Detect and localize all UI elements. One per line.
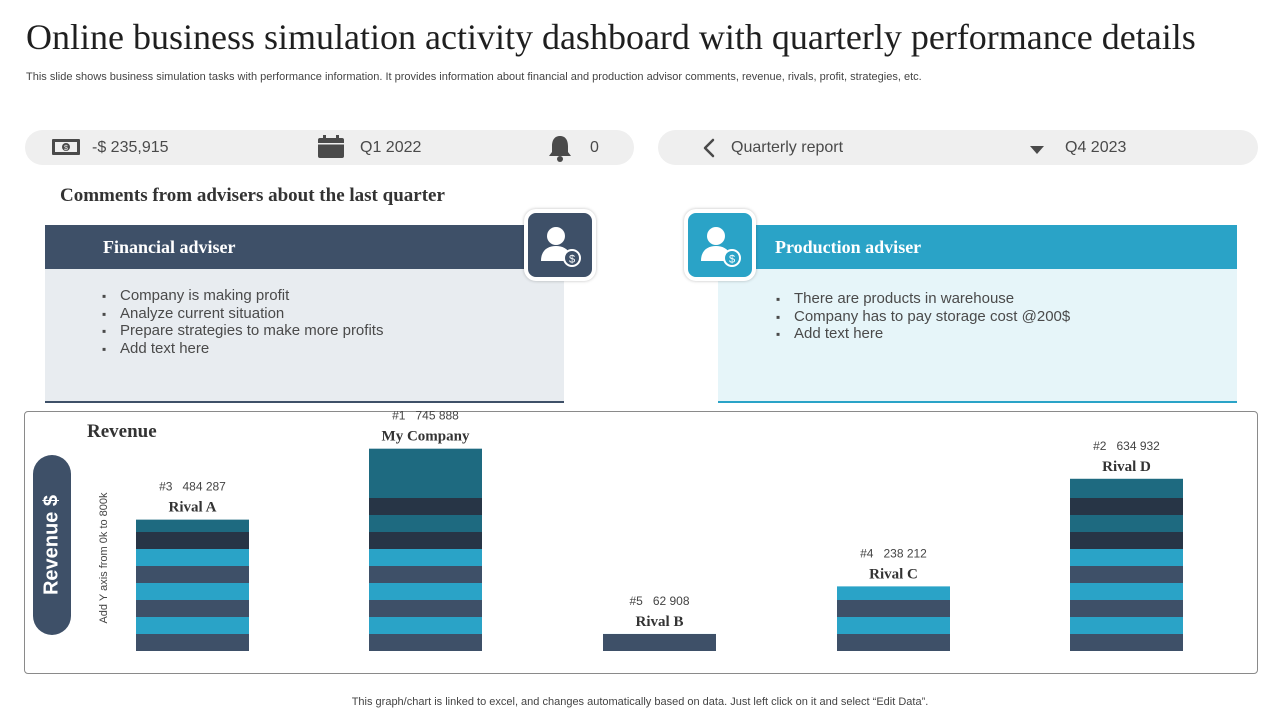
bar-segment — [369, 600, 482, 617]
list-item: Prepare strategies to make more profits — [102, 322, 383, 340]
data-label: #2 634 932 — [1093, 439, 1160, 453]
production-adviser-icon: $ — [684, 209, 756, 281]
category-label: Rival C — [869, 566, 918, 582]
calendar-icon — [317, 135, 345, 164]
financial-adviser-header: Financial adviser — [45, 225, 564, 269]
data-label: #4 238 212 — [860, 546, 927, 560]
bar-segment — [1070, 532, 1183, 549]
bar-segment — [369, 448, 482, 464]
bar-segment — [136, 583, 249, 600]
bar-segment — [369, 634, 482, 651]
bar-segment — [136, 617, 249, 634]
bar-segment — [369, 583, 482, 600]
bar-segment — [603, 634, 716, 651]
notification-count: 0 — [590, 139, 599, 156]
list-item: Add text here — [776, 325, 1070, 343]
bar-segment — [837, 586, 950, 600]
list-item: There are products in warehouse — [776, 290, 1070, 308]
list-item: Company has to pay storage cost @200$ — [776, 308, 1070, 326]
financial-adviser-title: Financial adviser — [103, 237, 236, 257]
production-adviser-header: Production adviser — [718, 225, 1237, 269]
page-title: Online business simulation activity dash… — [26, 17, 1196, 57]
bar-segment — [1070, 600, 1183, 617]
bar-segment — [1070, 617, 1183, 634]
bar-segment — [136, 532, 249, 549]
data-label: #1 745 888 — [392, 409, 459, 423]
page-subtitle: This slide shows business simulation tas… — [26, 71, 922, 83]
list-item: Analyze current situation — [102, 305, 383, 323]
bar-segment — [1070, 549, 1183, 566]
status-bar: $ -$ 235,915 Q1 2022 0 — [25, 130, 634, 165]
cash-icon: $ — [51, 138, 81, 161]
bar-segment — [1070, 481, 1183, 498]
caret-down-icon[interactable] — [1029, 142, 1045, 160]
report-label[interactable]: Quarterly report — [731, 139, 844, 156]
svg-text:$: $ — [569, 254, 575, 266]
bar-segment — [837, 634, 950, 651]
bar-segment — [369, 515, 482, 532]
bar-segment — [1070, 515, 1183, 532]
revenue-chart-frame — [24, 411, 1258, 674]
bar-segment — [136, 634, 249, 651]
production-adviser-title: Production adviser — [775, 237, 922, 257]
report-period[interactable]: Q4 2023 — [1065, 139, 1127, 156]
y-axis-label-pill — [33, 455, 71, 635]
bell-icon[interactable] — [547, 135, 573, 168]
svg-text:$: $ — [64, 145, 68, 152]
bar-segment — [369, 566, 482, 583]
list-item: Add text here — [102, 340, 383, 358]
data-label: #3 484 287 — [159, 480, 226, 494]
chevron-left-icon[interactable] — [702, 138, 716, 163]
category-label: Rival B — [636, 614, 684, 630]
bar-segment — [369, 617, 482, 634]
bar-rival-b[interactable] — [603, 633, 716, 651]
production-adviser-card: Production adviser There are products in… — [718, 225, 1237, 403]
bar-rival-d[interactable] — [1070, 478, 1183, 651]
category-label: Rival A — [169, 500, 217, 516]
production-comments-list: There are products in warehouse Company … — [776, 290, 1070, 343]
bar-rival-a[interactable] — [136, 519, 249, 651]
bar-segment — [1070, 478, 1183, 481]
bar-segment — [136, 566, 249, 583]
bar-my-company[interactable] — [369, 448, 482, 651]
bar-segment — [837, 600, 950, 617]
category-label: My Company — [382, 429, 470, 445]
bar-segment — [1070, 498, 1183, 515]
bar-segment — [136, 549, 249, 566]
bar-segment — [369, 464, 482, 481]
data-label: #5 62 908 — [629, 594, 689, 608]
bar-segment — [1070, 583, 1183, 600]
category-label: Rival D — [1102, 459, 1151, 475]
bar-segment — [369, 481, 482, 498]
footer-note: This graph/chart is linked to excel, and… — [351, 696, 929, 708]
bar-segment — [369, 532, 482, 549]
list-item: Company is making profit — [102, 287, 383, 305]
bar-segment — [369, 549, 482, 566]
financial-adviser-card: Financial adviser Company is making prof… — [45, 225, 564, 403]
comments-heading: Comments from advisers about the last qu… — [60, 185, 445, 206]
financial-comments-list: Company is making profit Analyze current… — [102, 287, 383, 357]
bar-segment — [1070, 634, 1183, 651]
bar-segment — [369, 498, 482, 515]
bar-rival-c[interactable] — [837, 586, 950, 651]
bar-segment — [136, 519, 249, 532]
quarter-value: Q1 2022 — [360, 139, 422, 156]
balance-value: -$ 235,915 — [92, 139, 169, 156]
bar-segment — [136, 600, 249, 617]
chart-title: Revenue — [87, 421, 157, 442]
bar-segment — [837, 617, 950, 634]
svg-text:$: $ — [729, 254, 735, 266]
financial-adviser-icon: $ — [524, 209, 596, 281]
report-selector: Quarterly report Q4 2023 — [658, 130, 1258, 165]
bar-segment — [1070, 566, 1183, 583]
